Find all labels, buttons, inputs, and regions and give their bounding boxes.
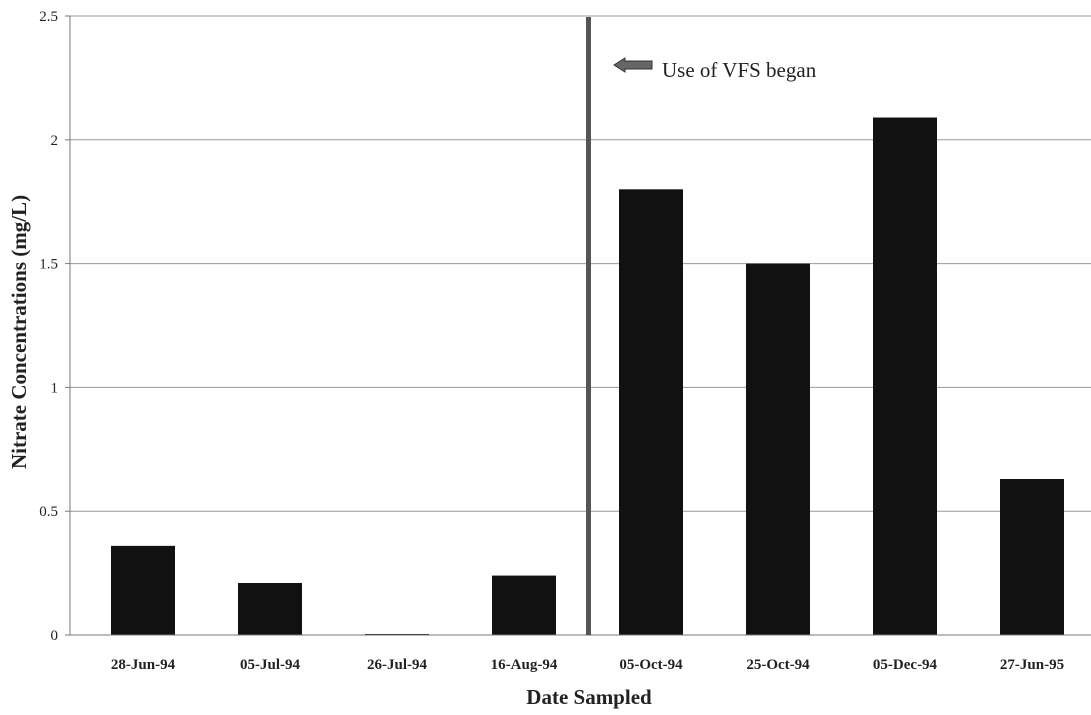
x-tick-label: 05-Dec-94 — [873, 657, 938, 673]
bar — [1000, 479, 1064, 635]
vfs-annotation-label: Use of VFS began — [662, 58, 817, 82]
bar — [746, 263, 810, 635]
bar — [238, 583, 302, 635]
y-tick-label: 2 — [51, 133, 59, 149]
axes — [69, 16, 1091, 636]
bar — [492, 575, 556, 635]
x-axis-title: Date Sampled — [526, 685, 652, 709]
y-tick-label: 0 — [51, 628, 59, 644]
y-tick-label: 2.5 — [39, 9, 58, 25]
arrow-icon — [613, 57, 653, 73]
x-tick-label: 25-Oct-94 — [746, 657, 810, 673]
x-tick-label: 26-Jul-94 — [367, 657, 428, 673]
bar — [619, 189, 683, 635]
x-tick-label: 28-Jun-94 — [111, 657, 176, 673]
x-tick-labels: 28-Jun-94 05-Jul-94 26-Jul-94 16-Aug-94 05-O… — [111, 657, 1064, 673]
x-tick-label: 16-Aug-94 — [491, 657, 558, 673]
y-tick-labels: 0 0.5 1 1.5 2 2.5 — [39, 9, 58, 644]
x-tick-label: 05-Jul-94 — [240, 657, 301, 673]
y-tick-label: 1.5 — [39, 257, 58, 273]
y-axis-title: Nitrate Concentrations (mg/L) — [7, 195, 31, 469]
bar — [111, 545, 175, 635]
y-tick-label: 1 — [51, 380, 59, 396]
y-tick-label: 0.5 — [39, 504, 58, 520]
x-tick-label: 05-Oct-94 — [619, 657, 683, 673]
bars — [111, 117, 1064, 636]
x-tick-label: 27-Jun-95 — [1000, 657, 1064, 673]
bar — [873, 117, 937, 636]
gridlines — [65, 15, 1091, 636]
